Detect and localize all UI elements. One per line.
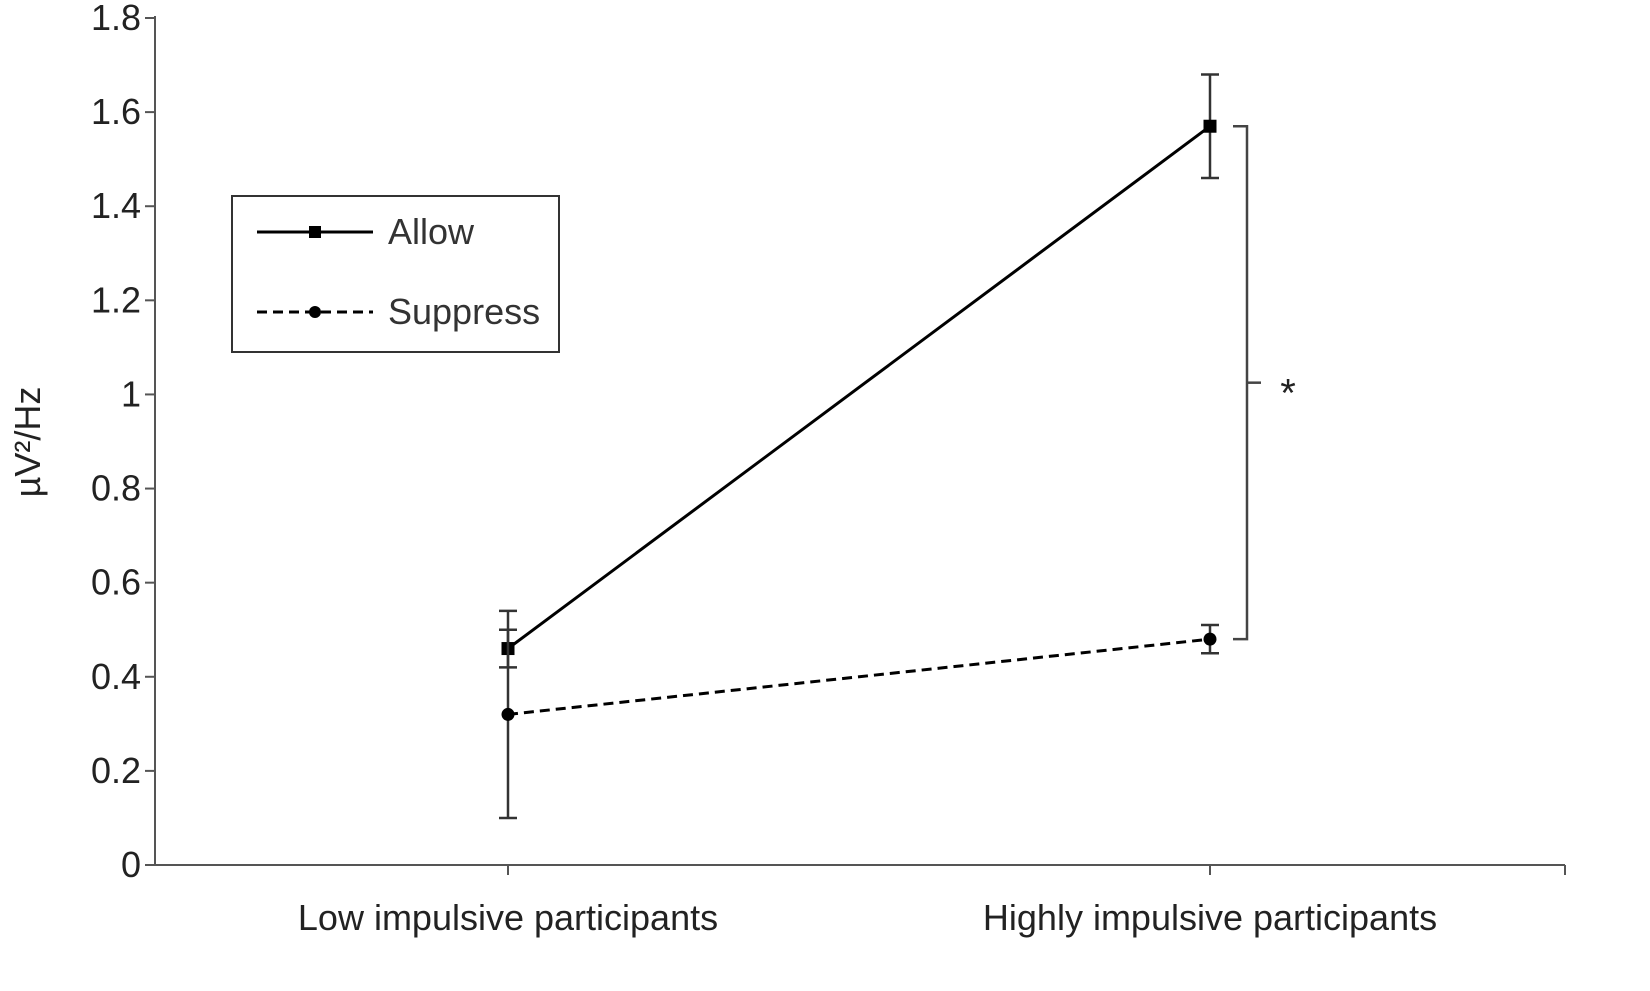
y-tick-label: 0.2 [91, 750, 141, 791]
legend-label-suppress: Suppress [388, 291, 540, 332]
y-tick-label: 1.6 [91, 91, 141, 132]
series-allow [499, 73, 1219, 669]
significance-bracket [1233, 124, 1249, 641]
series-line [507, 637, 1211, 716]
legend-label-allow: Allow [388, 211, 475, 252]
legend-marker [309, 306, 321, 318]
legend-marker [309, 226, 321, 238]
series-suppress [499, 623, 1219, 820]
axes [154, 16, 1565, 866]
y-ticks: 0 0.2 0.4 0.6 0.8 1 1.2 1.4 1.6 1.8 [91, 0, 155, 885]
legend-box [231, 195, 560, 353]
y-tick-label: 1.2 [91, 279, 141, 320]
x-category-label: Highly impulsive participants [983, 897, 1437, 938]
x-ticks: Low impulsive participants Highly impulsi… [298, 865, 1566, 938]
y-tick-label: 0 [121, 844, 141, 885]
significance-marker: * [1280, 372, 1296, 416]
x-category-label: Low impulsive participants [298, 897, 718, 938]
y-tick-label: 1.4 [91, 185, 141, 226]
series-line [507, 125, 1211, 650]
y-tick-label: 0.6 [91, 562, 141, 603]
y-tick-label: 0.8 [91, 468, 141, 509]
y-tick-label: 1 [121, 373, 141, 414]
annotations: * [1233, 124, 1296, 641]
series-group [499, 73, 1219, 820]
legend: Allow Suppress [231, 195, 560, 353]
y-axis-title: µV²/Hz [7, 387, 48, 498]
data-point [1203, 119, 1217, 133]
data-point [1203, 632, 1217, 646]
data-point [501, 707, 515, 721]
y-tick-label: 0.4 [91, 656, 141, 697]
y-tick-label: 1.8 [91, 0, 141, 38]
